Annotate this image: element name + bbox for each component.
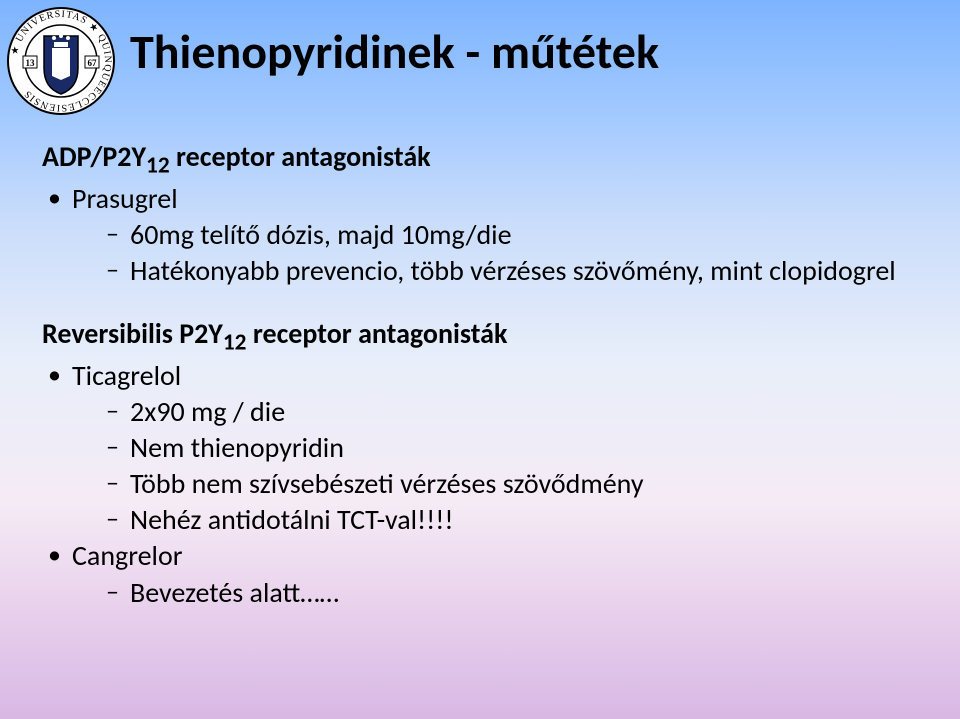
item-label: 60mg telítő dózis, majd 10mg/die bbox=[130, 217, 512, 252]
item-label: Bevezetés alatt…… bbox=[130, 575, 339, 610]
list-item: Hatékonyabb prevencio, több vérzéses szö… bbox=[72, 254, 918, 288]
svg-text:67: 67 bbox=[88, 58, 98, 68]
heading-subscript: 12 bbox=[146, 152, 170, 180]
list-item: 2x90 mg / die bbox=[72, 395, 918, 429]
list-item: Prasugrel 60mg telítő dózis, majd 10mg/d… bbox=[42, 182, 918, 288]
item-label: Cangrelor bbox=[72, 538, 183, 573]
university-seal-logo: ★ UNIVERSITAS ★ QUINQUEECCLESIENSIS 13 6… bbox=[6, 6, 116, 116]
slide-body: ADP/P2Y12 receptor antagonisták Prasugre… bbox=[42, 140, 918, 610]
item-label: Hatékonyabb prevencio, több vérzéses szö… bbox=[130, 253, 896, 288]
list-item: Bevezetés alatt…… bbox=[72, 576, 918, 610]
item-label: Több nem szívsebészeti vérzéses szövődmé… bbox=[130, 466, 644, 501]
list-item: 60mg telítő dózis, majd 10mg/die bbox=[72, 218, 918, 252]
heading-subscript: 12 bbox=[223, 328, 247, 356]
list-item: Több nem szívsebészeti vérzéses szövődmé… bbox=[72, 467, 918, 501]
item-label: Prasugrel bbox=[72, 181, 178, 216]
item-label: Nehéz antidotálni TCT-val!!!! bbox=[130, 502, 454, 537]
list-item: Ticagrelol 2x90 mg / die Nem thienopyrid… bbox=[42, 359, 918, 538]
item-label: 2x90 mg / die bbox=[130, 394, 285, 429]
section-heading-adp: ADP/P2Y12 receptor antagonisták bbox=[42, 140, 918, 180]
list-item: Cangrelor Bevezetés alatt…… bbox=[42, 539, 918, 609]
svg-text:13: 13 bbox=[26, 58, 36, 68]
heading-text: ADP/P2Y bbox=[42, 139, 146, 174]
heading-text: receptor antagonisták bbox=[247, 316, 508, 351]
slide-title: Thienopyridinek - műtétek bbox=[130, 22, 659, 81]
item-label: Nem thienopyridin bbox=[130, 430, 344, 465]
heading-text: Reversibilis P2Y bbox=[42, 316, 223, 351]
list-item: Nem thienopyridin bbox=[72, 431, 918, 465]
list-item: Nehéz antidotálni TCT-val!!!! bbox=[72, 503, 918, 537]
item-label: Ticagrelol bbox=[72, 358, 181, 393]
section-heading-reversibilis: Reversibilis P2Y12 receptor antagonisták bbox=[42, 317, 918, 357]
heading-text: receptor antagonisták bbox=[170, 139, 431, 174]
